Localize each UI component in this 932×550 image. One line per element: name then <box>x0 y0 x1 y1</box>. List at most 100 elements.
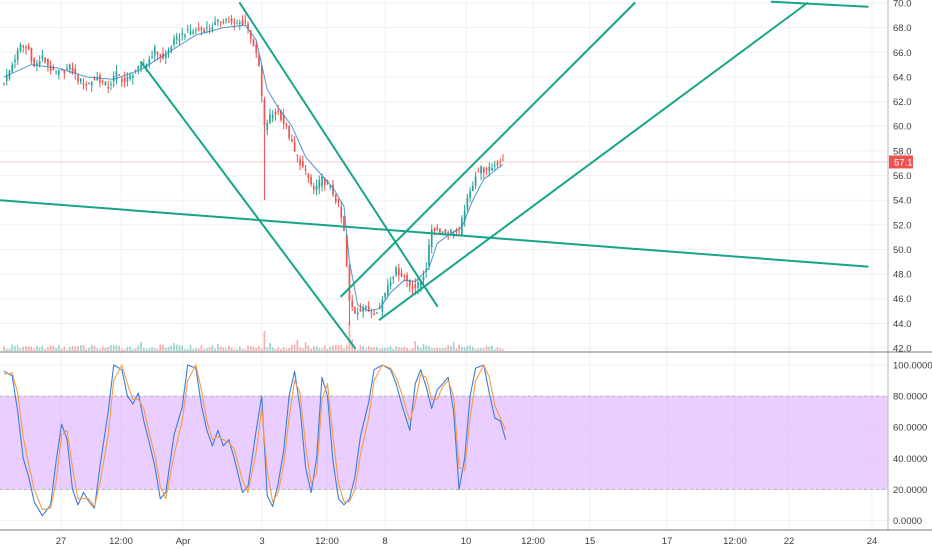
candle-body <box>493 165 496 167</box>
candle-body <box>129 74 131 80</box>
volume-bar <box>219 346 222 351</box>
volume-bar <box>288 347 290 351</box>
trendline-1[interactable] <box>0 199 869 268</box>
volume-bar <box>101 346 104 351</box>
candle-body <box>373 313 375 315</box>
volume-bar <box>269 343 271 351</box>
volume-bar <box>466 345 469 351</box>
candle-body <box>82 83 85 85</box>
time-tick-label: 17 <box>662 536 673 547</box>
candle-body <box>384 293 386 298</box>
candle-body <box>173 38 175 45</box>
stochastic-k-line <box>3 364 507 517</box>
volume-bar <box>184 349 186 351</box>
stoch-tick-label: 80.0000 <box>893 392 927 403</box>
volume-bar <box>49 344 52 351</box>
candle-body <box>247 23 249 29</box>
price-tick-label: 52.0 <box>893 220 912 231</box>
volume-bar <box>450 346 452 351</box>
candle-body <box>395 267 397 275</box>
candle-body <box>77 75 79 82</box>
volume-bar <box>8 348 11 351</box>
candle-body <box>340 207 343 219</box>
price-tick-label: 68.0 <box>893 23 912 34</box>
time-tick-label: 12:00 <box>315 536 339 547</box>
candle-body <box>3 84 5 86</box>
candle-body <box>101 80 104 82</box>
candle-body <box>156 51 159 55</box>
trendline-6[interactable] <box>770 0 869 8</box>
candle-body <box>282 115 285 124</box>
trendline-4[interactable] <box>340 2 636 298</box>
candle-body <box>411 286 414 289</box>
trendline-2[interactable] <box>140 61 356 349</box>
candle-body <box>148 58 151 66</box>
time-tick-label: 3 <box>259 536 264 547</box>
trendline-5[interactable] <box>378 2 809 321</box>
volume-bar <box>195 348 197 351</box>
volume-bar <box>452 342 455 351</box>
volume-bar <box>293 344 296 351</box>
candle-body <box>85 84 88 86</box>
volume-bar <box>22 346 25 351</box>
candle-body <box>30 47 33 62</box>
volume-bar <box>307 345 310 351</box>
volume-bar <box>403 346 406 351</box>
candle-body <box>285 124 288 127</box>
candle-body <box>323 178 326 185</box>
price-tick-label: 50.0 <box>893 245 912 256</box>
candle-body <box>38 61 41 65</box>
volume-bar <box>151 346 153 351</box>
volume-bar <box>66 349 68 351</box>
volume-bar <box>85 348 88 351</box>
volume-bar <box>334 344 337 351</box>
volume-bar <box>96 348 99 351</box>
volume-bar <box>397 346 400 351</box>
volume-bar <box>63 346 66 351</box>
candle-body <box>312 186 315 190</box>
time-tick-label: 12:00 <box>109 536 133 547</box>
last-price-badge: 57.1 <box>889 155 913 169</box>
candle-body <box>499 161 502 163</box>
volume-bars <box>3 321 504 351</box>
candle-body <box>439 228 441 234</box>
volume-bar <box>447 344 450 351</box>
volume-bar <box>115 345 118 351</box>
candle-body <box>381 300 384 312</box>
candle-body <box>96 77 99 81</box>
stochastic-lines <box>3 364 507 517</box>
volume-bar <box>123 349 126 351</box>
volume-bar <box>90 344 93 351</box>
candle-body <box>11 64 14 72</box>
volume-bar <box>455 348 458 351</box>
candle-body <box>219 21 222 23</box>
candle-body <box>307 173 310 179</box>
candle-body <box>118 74 121 76</box>
candle-body <box>41 55 44 59</box>
volume-bar <box>74 346 77 351</box>
price-tick-label: 46.0 <box>893 294 912 305</box>
candle-body <box>68 64 71 70</box>
volume-bar <box>11 344 14 351</box>
volume-bar <box>436 347 439 351</box>
volume-bar <box>82 345 85 351</box>
candle-body <box>192 31 195 34</box>
candle-body <box>348 266 351 301</box>
price-tick-label: 70.0 <box>893 0 912 10</box>
volume-bar <box>137 345 140 351</box>
trendlines[interactable] <box>0 0 869 349</box>
candle-body <box>153 47 156 55</box>
candle-body <box>238 22 241 24</box>
volume-bar <box>178 345 181 351</box>
volume-bar <box>474 349 477 351</box>
candle-body <box>447 232 450 234</box>
trendline-3[interactable] <box>238 2 439 308</box>
price-tick-label: 48.0 <box>893 270 912 281</box>
volume-bar <box>428 346 430 351</box>
volume-bar <box>118 345 121 351</box>
candle-body <box>362 308 365 312</box>
volume-bar <box>88 347 90 351</box>
candle-body <box>170 47 173 50</box>
price-tick-label: 58.0 <box>893 146 912 157</box>
volume-bar <box>110 344 112 351</box>
